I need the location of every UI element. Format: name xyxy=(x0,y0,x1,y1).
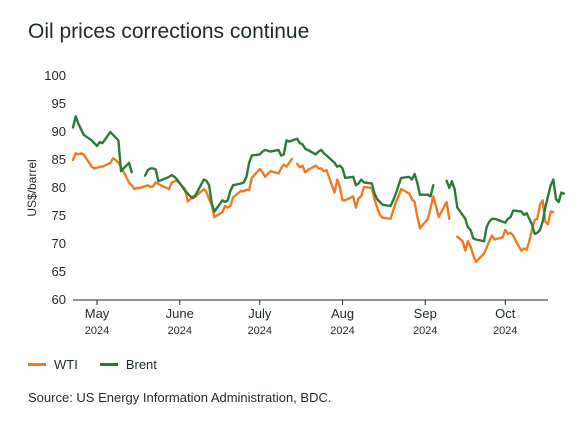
legend-label-wti: WTI xyxy=(54,357,78,372)
x-tick-month-label: May xyxy=(85,306,110,321)
x-tick-year-label: 2024 xyxy=(493,325,517,337)
chart-title: Oil prices corrections continue xyxy=(28,20,310,43)
y-tick-label: 85 xyxy=(52,152,66,167)
legend-label-brent: Brent xyxy=(125,357,157,372)
x-tick-month-label: Sep xyxy=(414,306,437,321)
y-tick-label: 75 xyxy=(52,208,66,223)
x-tick-year-label: 2024 xyxy=(85,325,109,337)
legend-item-wti: WTI xyxy=(28,357,78,372)
y-axis-label: US$/barrel xyxy=(25,159,39,216)
x-tick-month-label: Oct xyxy=(495,306,516,321)
legend-swatch-wti xyxy=(28,363,46,366)
y-tick-label: 80 xyxy=(52,180,66,195)
y-tick-label: 70 xyxy=(52,236,66,251)
x-tick-month-label: July xyxy=(248,306,272,321)
legend-item-brent: Brent xyxy=(99,357,157,372)
x-tick-month-label: June xyxy=(166,306,194,321)
y-ticks: 60 65 70 75 80 85 90 95 100 xyxy=(44,68,66,307)
y-tick-label: 100 xyxy=(44,68,66,83)
x-tick-year-label: 2024 xyxy=(248,325,272,337)
y-tick-label: 95 xyxy=(52,96,66,111)
y-tick-label: 60 xyxy=(52,292,66,307)
series-line-wti xyxy=(71,152,555,264)
y-tick-label: 65 xyxy=(52,264,66,279)
series-lines xyxy=(71,115,566,264)
legend-swatch-brent xyxy=(99,363,118,366)
x-tick-year-label: 2024 xyxy=(167,325,191,337)
x-ticks: May 2024 June 2024 July 2024 Aug 2024 Sep 2024 Oct… xyxy=(85,300,518,337)
y-tick-label: 90 xyxy=(52,124,66,139)
x-tick-year-label: 2024 xyxy=(413,325,437,337)
source-note: Source: US Energy Information Administra… xyxy=(28,390,332,405)
x-tick-month-label: Aug xyxy=(331,306,354,321)
x-tick-year-label: 2024 xyxy=(330,325,354,337)
series-line-brent xyxy=(71,115,566,243)
legend: WTI Brent xyxy=(28,357,179,372)
